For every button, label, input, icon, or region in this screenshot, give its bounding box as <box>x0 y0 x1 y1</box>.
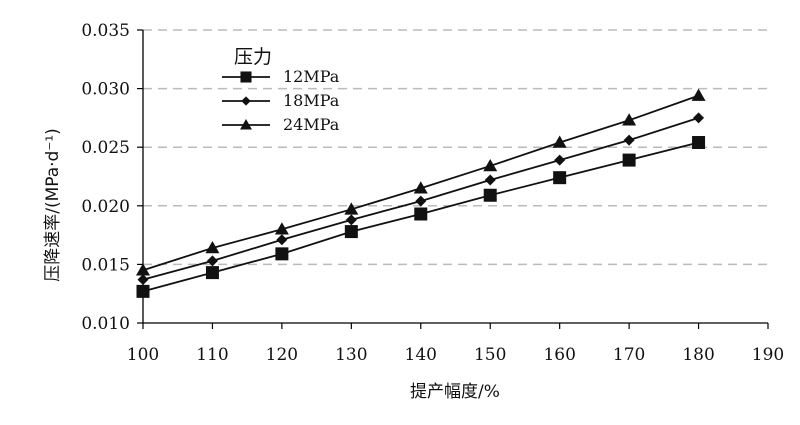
data-point <box>275 247 289 261</box>
legend-marker <box>241 96 251 106</box>
legend-label: 24MPa <box>283 115 340 134</box>
legend-marker <box>240 71 252 83</box>
data-point <box>553 171 567 185</box>
data-point <box>276 234 288 246</box>
legend-entry: 12MPa <box>222 67 340 86</box>
data-point <box>274 222 289 235</box>
x-tick-label: 100 <box>127 345 159 365</box>
data-point <box>345 214 357 226</box>
x-tick-label: 130 <box>335 345 367 365</box>
x-tick-label: 170 <box>613 345 645 365</box>
data-point <box>415 195 427 207</box>
y-axis-title: 压降速率/(MPa·d⁻¹) <box>43 128 63 282</box>
y-tick-label: 0.030 <box>81 80 130 100</box>
data-point <box>622 113 637 126</box>
data-point <box>136 263 150 276</box>
data-point <box>483 188 497 202</box>
data-point <box>554 154 566 166</box>
legend-label: 18MPa <box>283 91 340 110</box>
legend-title: 压力 <box>234 46 272 68</box>
legend-entry: 18MPa <box>222 91 340 110</box>
data-point <box>484 174 496 186</box>
data-point <box>344 225 358 239</box>
x-tick-label: 180 <box>682 345 714 365</box>
data-point <box>137 274 149 286</box>
x-axis-title: 提产幅度/% <box>410 382 500 402</box>
x-tick-label: 150 <box>474 345 506 365</box>
y-tick-label: 0.010 <box>81 314 130 334</box>
x-tick-label: 160 <box>543 345 575 365</box>
series-24MPa <box>136 88 706 276</box>
x-tick-label: 140 <box>405 345 437 365</box>
x-tick-label: 120 <box>266 345 298 365</box>
y-tick-label: 0.035 <box>81 21 130 41</box>
data-point <box>622 153 636 167</box>
x-tick-label: 110 <box>196 345 228 365</box>
data-point <box>206 255 218 267</box>
legend-marker <box>240 119 252 130</box>
series-18MPa <box>137 112 705 286</box>
y-tick-labels: 0.010 0.015 0.020 0.025 0.030 0.035 <box>81 21 130 334</box>
x-tick-label: 190 <box>752 345 784 365</box>
data-point <box>483 158 498 172</box>
data-point <box>693 112 705 124</box>
data-point <box>552 135 567 148</box>
data-point <box>691 88 706 101</box>
data-point <box>205 266 219 280</box>
data-point <box>413 181 428 194</box>
y-tick-label: 0.015 <box>81 255 130 275</box>
data-point <box>136 284 150 298</box>
data-point <box>344 202 359 215</box>
data-point <box>623 134 635 146</box>
legend: 压力 12MPa 18MPa 24MPa <box>222 46 340 134</box>
axes <box>137 29 769 329</box>
data-point <box>205 240 220 254</box>
data-point <box>692 136 706 150</box>
series-group <box>136 88 706 298</box>
y-tick-label: 0.020 <box>81 197 130 217</box>
legend-entry: 24MPa <box>222 115 340 134</box>
series-12MPa <box>136 136 706 298</box>
x-tick-labels: 100 110 120 130 140 150 160 170 180 190 <box>127 345 784 365</box>
data-point <box>414 207 428 221</box>
y-tick-label: 0.025 <box>81 138 130 158</box>
legend-label: 12MPa <box>283 67 340 86</box>
